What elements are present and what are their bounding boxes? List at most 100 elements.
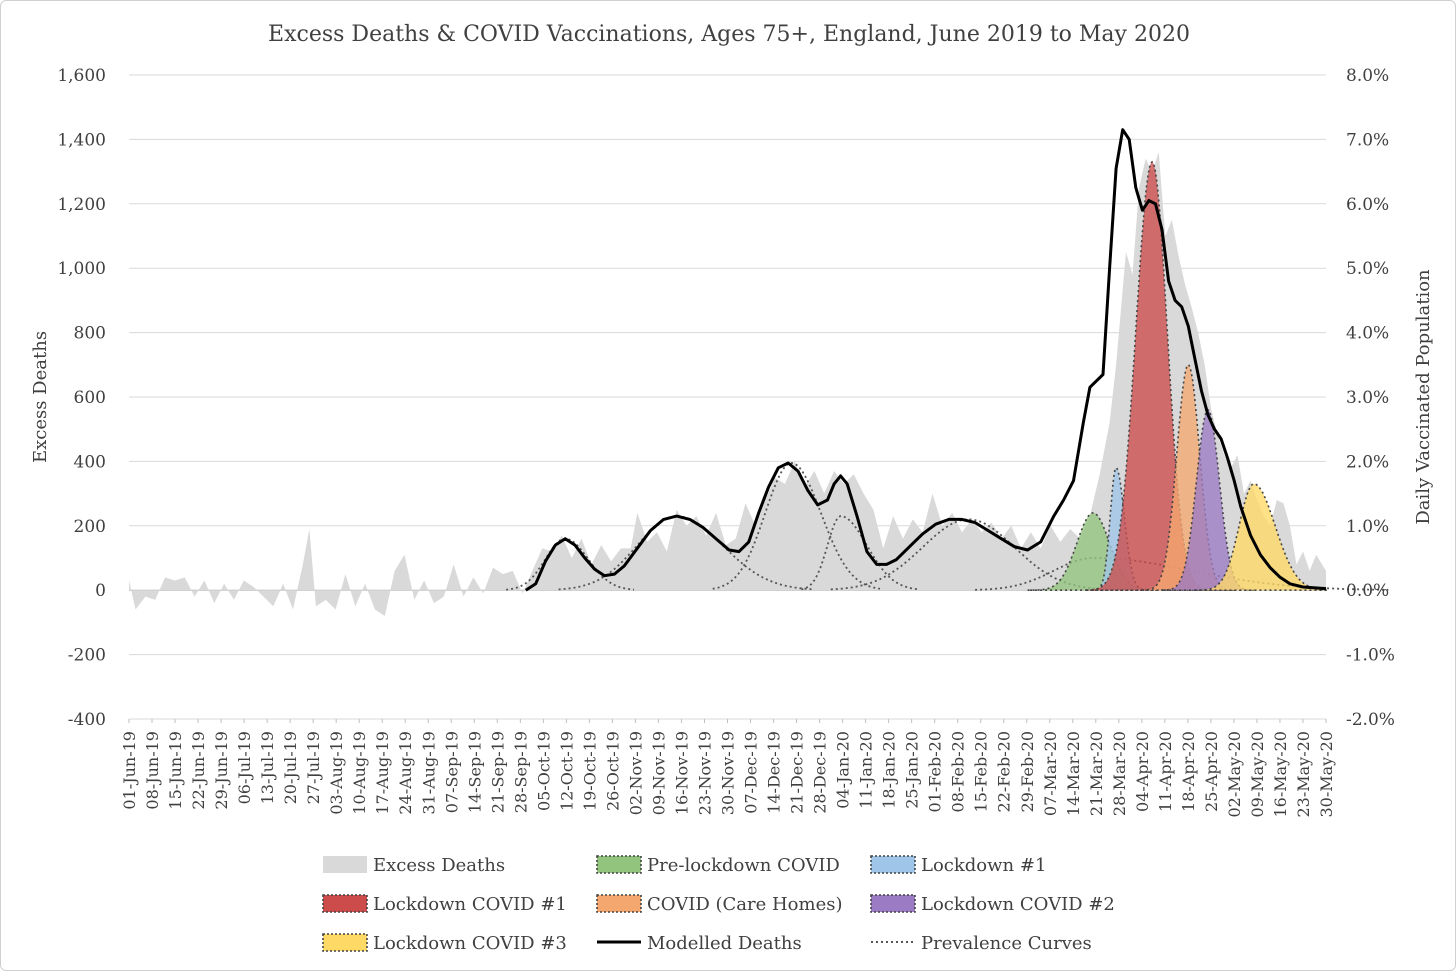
x-tick-label: 21-Sep-19: [488, 731, 507, 813]
x-tick-label: 25-Apr-20: [1202, 731, 1221, 812]
x-tick-label: 01-Feb-20: [926, 731, 945, 812]
legend-label: Lockdown COVID #2: [921, 894, 1115, 915]
covid-curves: [506, 160, 1389, 591]
x-tick-label: 07-Sep-19: [442, 731, 461, 813]
y2-tick-label: 8.0%: [1346, 66, 1389, 86]
x-tick-label: 22-Feb-20: [995, 731, 1014, 812]
x-tick-label: 14-Sep-19: [465, 731, 484, 813]
legend-label: Modelled Deaths: [647, 933, 802, 954]
y-tick-label: -400: [68, 710, 106, 730]
x-tick-label: 31-Aug-19: [419, 731, 438, 815]
y2-tick-label: 6.0%: [1346, 195, 1389, 215]
x-tick-label: 14-Mar-20: [1064, 731, 1083, 816]
y-tick-label: 1,000: [57, 259, 106, 279]
x-tick-label: 06-Jul-19: [235, 731, 254, 804]
legend: Excess Deaths Pre-lockdown COVID Lockdown …: [322, 855, 1115, 954]
x-tick-label: 28-Sep-19: [511, 731, 530, 813]
x-tick-label: 09-May-20: [1248, 731, 1267, 818]
x-tick-label: 09-Nov-19: [649, 731, 668, 815]
y-tick-label: 400: [74, 452, 106, 472]
y2-tick-label: 3.0%: [1346, 388, 1389, 408]
axis-ticks: -400 -2.0% -200 -1.0% 0 0.0% 200 1.0% 400 2.0% 600…: [57, 66, 1395, 818]
x-tick-label: 16-May-20: [1271, 731, 1290, 818]
y-tick-label: -200: [68, 646, 106, 666]
y2-tick-label: 7.0%: [1346, 130, 1389, 150]
x-tick-label: 10-Aug-19: [350, 731, 369, 815]
legend-swatch: [322, 894, 368, 913]
legend-item: Excess Deaths: [323, 855, 505, 876]
y-tick-label: 1,200: [57, 195, 106, 215]
x-tick-label: 27-Jul-19: [304, 731, 323, 804]
pre-lockdown-covid-curve: [1027, 512, 1159, 591]
y2-tick-label: 2.0%: [1346, 452, 1389, 472]
x-tick-label: 11-Jan-20: [857, 731, 876, 809]
legend-label: Lockdown #1: [921, 855, 1046, 876]
legend-swatch: [596, 855, 642, 874]
legend-item: Modelled Deaths: [597, 933, 802, 954]
x-tick-label: 02-May-20: [1225, 731, 1244, 818]
legend-item: Lockdown #1: [870, 855, 1046, 876]
y-tick-label: 1,400: [57, 130, 106, 150]
legend-swatch: [870, 894, 916, 913]
y2-tick-label: 1.0%: [1346, 517, 1389, 537]
x-tick-label: 30-May-20: [1317, 731, 1336, 818]
prevalence-curve: [712, 462, 881, 590]
y-axis-label: Excess Deaths: [30, 331, 51, 463]
y-tick-label: 200: [74, 517, 106, 537]
x-tick-label: 28-Dec-19: [811, 731, 830, 814]
x-tick-label: 08-Jun-19: [143, 731, 162, 810]
x-tick-label: 22-Jun-19: [189, 731, 208, 810]
legend-swatch: [870, 855, 916, 874]
x-tick-label: 07-Mar-20: [1041, 731, 1060, 816]
lockdown-covid-3-curve: [1194, 483, 1327, 591]
x-tick-label: 07-Dec-19: [742, 731, 761, 814]
chart-title: Excess Deaths & COVID Vaccinations, Ages…: [268, 22, 1190, 47]
y2-tick-label: 0.0%: [1346, 581, 1389, 601]
prevalence-curve: [558, 515, 815, 591]
legend-swatch: [322, 933, 368, 952]
y2-tick-label: 5.0%: [1346, 259, 1389, 279]
x-tick-label: 15-Feb-20: [972, 731, 991, 812]
modelled-deaths-line: [524, 128, 1327, 592]
x-tick-label: 03-Aug-19: [327, 731, 346, 815]
y2-axis-label: Daily Vaccinated Population: [1413, 269, 1434, 525]
x-tick-label: 24-Aug-19: [396, 731, 415, 815]
x-tick-label: 29-Jun-19: [212, 731, 231, 810]
x-tick-label: 17-Aug-19: [373, 731, 392, 815]
legend-item: Pre-lockdown COVID: [596, 855, 840, 876]
x-tick-label: 29-Feb-20: [1018, 731, 1037, 812]
x-tick-label: 23-May-20: [1294, 731, 1313, 818]
legend-item: Lockdown COVID #1: [322, 894, 567, 915]
x-tick-label: 26-Oct-19: [603, 731, 622, 811]
y-tick-label: 0: [95, 581, 106, 601]
x-tick-label: 28-Mar-20: [1110, 731, 1129, 816]
legend-swatch: [596, 894, 642, 913]
legend-label: Excess Deaths: [373, 855, 505, 876]
x-tick-label: 18-Apr-20: [1179, 731, 1198, 812]
x-tick-label: 04-Apr-20: [1133, 731, 1152, 812]
legend-label: Lockdown COVID #3: [373, 933, 567, 954]
x-tick-label: 18-Jan-20: [880, 731, 899, 809]
x-tick-label: 02-Nov-19: [626, 731, 645, 815]
x-tick-label: 25-Jan-20: [903, 731, 922, 809]
legend-item: Lockdown COVID #2: [870, 894, 1115, 915]
x-tick-label: 21-Mar-20: [1087, 731, 1106, 816]
legend-label: COVID (Care Homes): [647, 894, 843, 915]
legend-item: COVID (Care Homes): [596, 894, 843, 915]
y-tick-label: 1,600: [57, 66, 106, 86]
x-tick-label: 04-Jan-20: [834, 731, 853, 809]
y2-tick-label: -2.0%: [1346, 710, 1395, 730]
legend-item: Prevalence Curves: [871, 933, 1092, 954]
covid-care-homes-curve: [1141, 363, 1235, 591]
x-tick-label: 30-Nov-19: [719, 731, 738, 815]
legend-label: Lockdown COVID #1: [373, 894, 567, 915]
x-tick-label: 13-Jul-19: [258, 731, 277, 804]
x-tick-label: 21-Dec-19: [788, 731, 807, 814]
legend-label: Pre-lockdown COVID: [647, 855, 840, 876]
x-tick-label: 11-Apr-20: [1156, 731, 1175, 812]
x-tick-label: 15-Jun-19: [166, 731, 185, 810]
y-tick-label: 600: [74, 388, 106, 408]
legend-swatch: [323, 856, 367, 873]
x-tick-label: 20-Jul-19: [281, 731, 300, 804]
